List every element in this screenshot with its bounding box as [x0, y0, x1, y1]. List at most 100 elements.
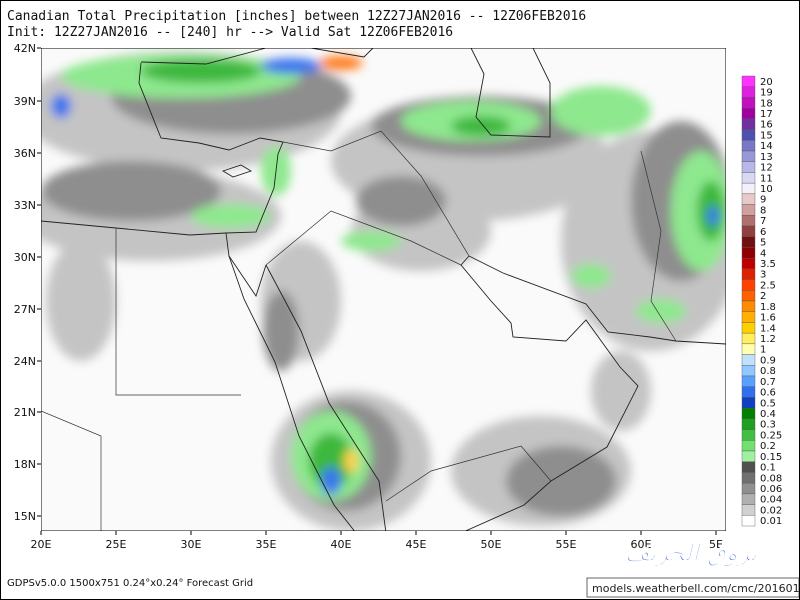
lat-label: 21N: [14, 406, 36, 419]
lon-label: 30E: [181, 538, 202, 551]
colorbar-swatch: [741, 268, 756, 280]
colorbar-label: 12: [760, 163, 773, 174]
colorbar-swatch: [741, 215, 756, 227]
colorbar-swatch: [741, 472, 756, 484]
colorbar-label: 0.06: [760, 484, 782, 495]
border: [282, 130, 470, 257]
colorbar-label: 0.08: [760, 473, 782, 484]
colorbar-swatch: [741, 97, 756, 109]
colorbar-label: 9: [760, 195, 766, 206]
coastline: [228, 255, 267, 298]
coastline: [221, 164, 253, 178]
colorbar-label: 0.1: [760, 463, 776, 474]
colorbar-swatch: [741, 86, 756, 98]
colorbar: 20191817161514131211109876543.532.521.81…: [741, 75, 782, 527]
colorbar-swatch: [741, 247, 756, 259]
lon-label: 25E: [106, 538, 127, 551]
colorbar-swatch: [741, 140, 756, 152]
colorbar-label: 0.2: [760, 441, 776, 452]
colorbar-label: 18: [760, 98, 773, 109]
border: [115, 228, 241, 396]
colorbar-swatch: [741, 75, 756, 87]
lon-label: 5E: [709, 538, 723, 551]
colorbar-label: 11: [760, 173, 773, 184]
lat-label: 24N: [14, 355, 36, 368]
border: [265, 210, 462, 266]
lat-label: 39N: [14, 95, 36, 108]
coastline: [41, 62, 284, 236]
colorbar-label: 20: [760, 77, 773, 88]
colorbar-swatch: [741, 204, 756, 216]
map-axes: 42N 39N 36N 33N 30N 27N 24N 21N 18N 15N 20E 25E 30E 3…: [14, 42, 723, 551]
lat-label: 30N: [14, 251, 36, 264]
colorbar-label: 10: [760, 184, 773, 195]
lat-label: 27N: [14, 303, 36, 316]
colorbar-swatch: [741, 279, 756, 291]
source-box: [586, 577, 799, 598]
colorbar-label: 5: [760, 238, 766, 249]
colorbar-label: 1.6: [760, 313, 776, 324]
colorbar-swatch: [741, 290, 756, 302]
border: [640, 150, 677, 342]
colorbar-swatch: [741, 322, 756, 334]
colorbar-swatch: [741, 129, 756, 141]
colorbar-swatch: [741, 482, 756, 495]
colorbar-label: 19: [760, 88, 773, 99]
lon-label: 40E: [331, 538, 352, 551]
colorbar-label: 16: [760, 120, 773, 131]
coastline: [140, 48, 267, 65]
colorbar-swatch: [741, 450, 756, 462]
colorbar-label: 1.8: [760, 302, 776, 313]
lat-label: 18N: [14, 458, 36, 471]
lat-label: 33N: [14, 199, 36, 212]
colorbar-swatch: [741, 332, 756, 345]
colorbar-label: 2: [760, 291, 766, 302]
colorbar-swatch: [741, 161, 756, 173]
border: [385, 445, 552, 502]
colorbar-label: 4: [760, 248, 766, 259]
colorbar-swatch: [741, 300, 756, 312]
colorbar-swatch: [741, 150, 756, 162]
colorbar-label: 0.4: [760, 409, 776, 420]
grid-info: GDPSv5.0.0 1500x751 0.24°x0.24° Forecast…: [7, 578, 253, 589]
colorbar-swatch: [741, 193, 756, 205]
colorbar-label: 0.9: [760, 355, 776, 366]
watermark: بروق الخريف: [625, 539, 758, 568]
colorbar-label: 0.02: [760, 505, 782, 516]
colorbar-swatch: [741, 493, 756, 505]
lon-label: 60E: [631, 538, 652, 551]
colorbar-swatch: [741, 172, 756, 184]
map-area: [41, 48, 726, 531]
lon-label: 35E: [256, 538, 277, 551]
colorbar-swatch: [741, 343, 756, 355]
colorbar-swatch: [741, 504, 756, 516]
colorbar-label: 0.5: [760, 398, 776, 409]
colorbar-label: 15: [760, 130, 773, 141]
colorbar-label: 13: [760, 152, 773, 163]
border: [41, 410, 102, 531]
title: Canadian Total Precipitation [inches] be…: [7, 9, 586, 24]
lon-label: 55E: [556, 538, 577, 551]
coastline: [265, 264, 387, 531]
colorbar-label: 0.7: [760, 377, 776, 388]
coastline: [470, 48, 551, 138]
colorbar-swatch: [741, 418, 756, 430]
colorbar-label: 0.15: [760, 452, 782, 463]
colorbar-swatch: [741, 407, 756, 420]
colorbar-swatch: [741, 354, 756, 366]
colorbar-swatch: [741, 515, 756, 527]
colorbar-label: 3: [760, 270, 766, 281]
lon-label: 45E: [406, 538, 427, 551]
subtitle: Init: 12Z27JAN2016 -- [240] hr --> Valid…: [7, 25, 453, 40]
colorbar-swatch: [741, 225, 756, 237]
coastline: [310, 48, 374, 58]
lon-label: 50E: [481, 538, 502, 551]
colorbar-swatch: [741, 461, 756, 473]
colorbar-label: 1.2: [760, 334, 776, 345]
colorbar-label: 2.5: [760, 280, 776, 291]
colorbar-label: 0.25: [760, 430, 782, 441]
colorbar-label: 8: [760, 205, 766, 216]
colorbar-swatch: [741, 440, 756, 452]
colorbar-swatch: [741, 386, 756, 398]
